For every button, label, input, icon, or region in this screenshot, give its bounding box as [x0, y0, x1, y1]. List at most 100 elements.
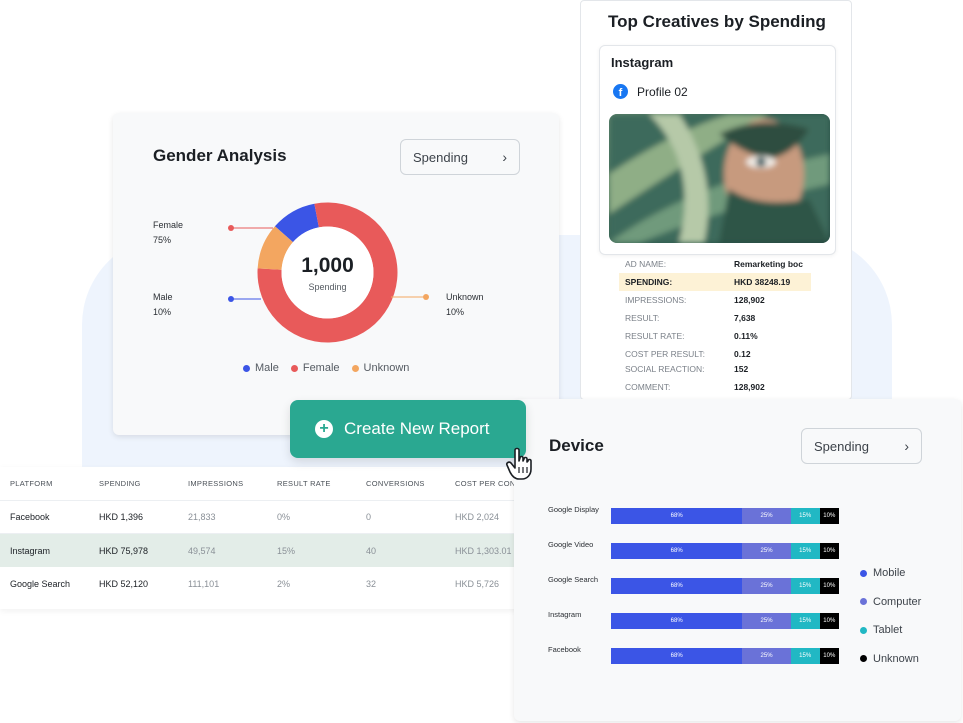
stat-value: 128,902: [734, 382, 765, 392]
bar-segment-computer: 25%: [742, 508, 791, 524]
legend-item-unknown: Unknown: [351, 362, 409, 374]
cell: Instagram: [10, 545, 51, 556]
stat-value: Remarketing boc: [734, 259, 803, 269]
bar-segment-unknown: 10%: [819, 613, 839, 629]
donut-total-value: 1,000: [301, 254, 354, 277]
device-bar: 68% 25% 15% 10%: [611, 613, 839, 629]
gender-metric-select[interactable]: Spending ›: [400, 139, 520, 175]
bar-segment-mobile: 68%: [611, 543, 743, 559]
bar-segment-tablet: 15%: [790, 648, 820, 664]
creative-image: [609, 114, 830, 243]
cell: 21,833: [188, 512, 216, 522]
col-cost-per-conv[interactable]: COST PER CONV.: [455, 479, 523, 488]
bar-segment-tablet: 15%: [790, 508, 820, 524]
gender-donut-chart: 1,000 Spending: [257, 202, 398, 343]
device-bar: 68% 25% 15% 10%: [611, 648, 839, 664]
cell: Google Search: [10, 578, 71, 589]
cell: HKD 2,024: [455, 512, 500, 522]
cell: 40: [366, 545, 377, 556]
col-platform[interactable]: PLATFORM: [10, 479, 53, 488]
device-bar: 68% 25% 15% 10%: [611, 578, 839, 594]
col-impressions[interactable]: IMPRESSIONS: [188, 479, 244, 488]
stat-row: RESULT RATE: 0.11%: [619, 327, 819, 345]
creative-preview[interactable]: Instagram f Profile 02: [599, 45, 836, 255]
create-new-report-button[interactable]: + Create New Report: [290, 400, 526, 458]
legend-item-female: Female: [290, 362, 340, 374]
callout-female-name: Female: [153, 220, 184, 230]
create-button-label: Create New Report: [344, 419, 490, 438]
legend-label-mobile: Mobile: [873, 567, 906, 580]
legend-item-tablet: Tablet: [860, 616, 921, 645]
col-conversions[interactable]: CONVERSIONS: [366, 479, 425, 488]
stat-row: COST PER RESULT: 0.12: [619, 345, 819, 362]
device-bar: 68% 25% 15% 10%: [611, 508, 839, 524]
legend-dot-mobile: [860, 569, 867, 577]
bar-segment-mobile: 68%: [611, 578, 743, 594]
callout-female: Female 75%: [153, 218, 183, 248]
cell: HKD 75,978: [99, 545, 149, 556]
stat-row: SOCIAL REACTION: 152: [619, 362, 819, 376]
legend-label-unknown-device: Unknown: [873, 652, 919, 665]
bar-segment-computer: 25%: [742, 578, 791, 594]
platform-table: PLATFORM SPENDING IMPRESSIONS RESULT RAT…: [0, 467, 540, 609]
table-row[interactable]: Facebook HKD 1,396 21,833 0% 0 HKD 2,024: [0, 501, 540, 534]
col-result-rate[interactable]: RESULT RATE: [277, 479, 331, 488]
creative-stats: AD NAME: Remarketing boc SPENDING: HKD 382…: [619, 255, 819, 398]
donut-slice-male: [274, 203, 319, 243]
table-header: PLATFORM SPENDING IMPRESSIONS RESULT RAT…: [0, 467, 540, 501]
legend-dot-unknown: [351, 364, 359, 372]
bar-segment-computer: 25%: [742, 613, 791, 629]
legend-label-tablet: Tablet: [873, 624, 903, 637]
bar-segment-unknown: 10%: [819, 508, 839, 524]
legend-label-male: Male: [255, 362, 279, 374]
donut-callout-lines: [228, 225, 429, 302]
legend-dot-unknown-device: [860, 655, 867, 663]
device-select-label: Spending: [814, 438, 869, 454]
device-card: Device Spending › Google Display 68% 25% 15…: [514, 399, 961, 721]
callout-male: Male 10%: [153, 290, 173, 320]
stat-key: IMPRESSIONS:: [625, 295, 687, 305]
top-creatives-card: Top Creatives by Spending Instagram f Pr…: [580, 0, 852, 400]
table-row[interactable]: Instagram HKD 75,978 49,574 15% 40 HKD 1…: [0, 534, 540, 567]
bar-segment-unknown: 10%: [819, 543, 839, 559]
device-metric-select[interactable]: Spending ›: [801, 428, 922, 464]
cell: HKD 1,303.01: [455, 545, 512, 556]
bar-segment-tablet: 15%: [790, 578, 820, 594]
col-spending[interactable]: SPENDING: [99, 479, 141, 488]
creatives-title: Top Creatives by Spending: [608, 12, 826, 31]
gender-select-label: Spending: [413, 149, 468, 165]
legend-item-computer: Computer: [860, 588, 921, 617]
stat-value: 7,638: [734, 313, 756, 323]
cell: 111,101: [188, 578, 220, 589]
donut-slice-female: [257, 202, 398, 343]
donut-slice-unknown: [257, 226, 293, 270]
cell: 0: [366, 512, 372, 522]
legend-dot-tablet: [860, 626, 867, 634]
stat-value: 0.11%: [734, 331, 758, 341]
table-row[interactable]: Google Search HKD 52,120 111,101 2% 32 H…: [0, 567, 540, 600]
device-bar: 68% 25% 15% 10%: [611, 543, 839, 559]
stat-row: COMMENT: 128,902: [619, 376, 819, 398]
legend-dot-computer: [860, 598, 867, 606]
bar-segment-unknown: 10%: [819, 578, 839, 594]
legend-item-male: Male: [243, 362, 279, 374]
stat-value: HKD 38248.19: [734, 277, 791, 287]
cell: HKD 52,120: [99, 578, 149, 589]
stat-row-highlight: SPENDING: HKD 38248.19: [619, 273, 811, 291]
stat-key: RESULT RATE:: [625, 331, 685, 341]
cell: 0%: [277, 512, 291, 522]
stat-key: COMMENT:: [625, 382, 671, 392]
gender-legend: Male Female Unknown: [243, 362, 409, 374]
stat-key: SOCIAL REACTION:: [625, 364, 705, 374]
stat-key: COST PER RESULT:: [625, 348, 705, 359]
stat-key: AD NAME:: [625, 259, 667, 269]
cell: 32: [366, 578, 377, 589]
legend-dot-male: [243, 364, 250, 372]
facebook-icon: f: [613, 84, 628, 99]
stat-value: 152: [734, 364, 749, 374]
cell: HKD 5,726: [455, 578, 500, 589]
callout-unknown: Unknown 10%: [446, 290, 484, 320]
bar-segment-mobile: 68%: [611, 613, 743, 629]
legend-item-unknown-device: Unknown: [860, 645, 921, 674]
